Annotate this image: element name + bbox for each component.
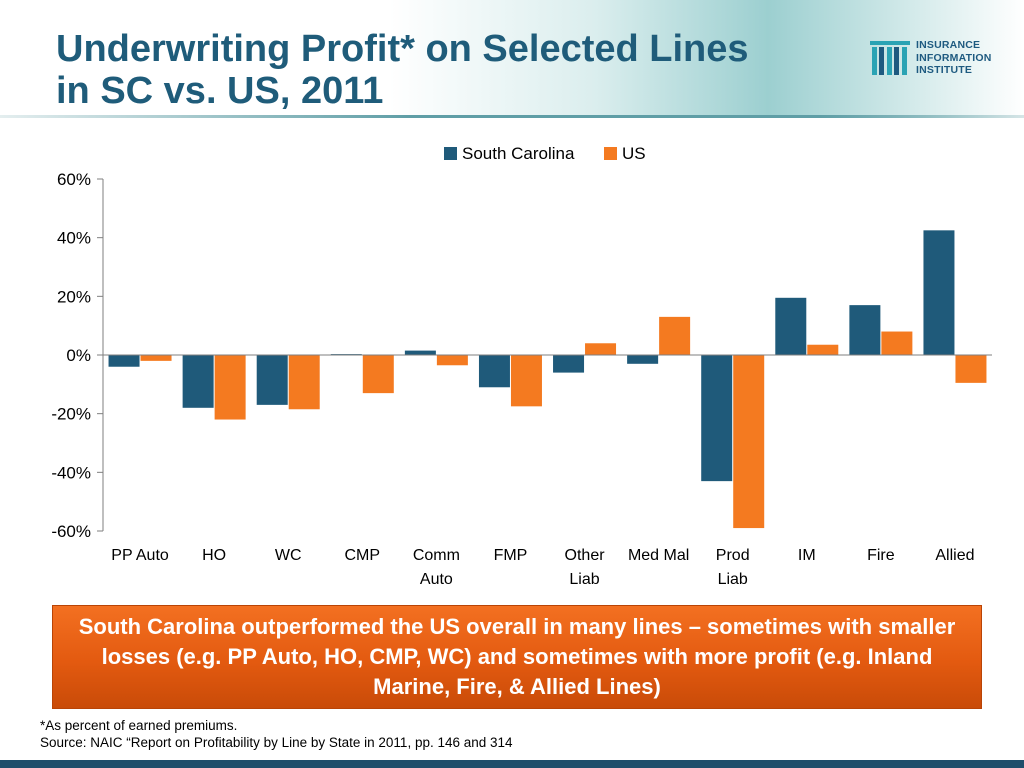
slide-title: Underwriting Profit* on Selected Lines i… bbox=[56, 28, 856, 112]
bar-us-ho bbox=[214, 355, 246, 420]
bar-south-carolina-fmp bbox=[478, 355, 510, 388]
bar-chart: 60% 40% 20% 0% -20% -40% -60% PP Auto HO WC CMP Com… bbox=[51, 144, 992, 588]
iii-logo-mark-icon bbox=[870, 41, 910, 75]
iii-logo: INSURANCE INFORMATION INSTITUTE bbox=[868, 37, 1018, 81]
x-tick-label: IM bbox=[798, 547, 816, 564]
y-tick-label: 20% bbox=[57, 287, 91, 306]
x-tick-label: FMP bbox=[494, 547, 528, 564]
callout-text: South Carolina outperformed the US overa… bbox=[78, 614, 956, 699]
x-tick-label: CMP bbox=[345, 547, 381, 564]
logo-line-1: INSURANCE bbox=[916, 39, 981, 51]
bar-us-allied bbox=[955, 355, 987, 383]
bar-us-cmp bbox=[362, 355, 394, 394]
bar-south-carolina-ho bbox=[182, 355, 214, 408]
footnote-source: Source: NAIC “Report on Profitability by… bbox=[40, 735, 513, 750]
bar-us-fire bbox=[881, 331, 913, 355]
bar-south-carolina-wc bbox=[256, 355, 288, 405]
x-tick-label: HO bbox=[202, 547, 226, 564]
title-line-2: in SC vs. US, 2011 bbox=[56, 70, 384, 112]
x-tick-label: Prod bbox=[716, 547, 750, 564]
x-tick-label: WC bbox=[275, 547, 302, 564]
bar-us-im bbox=[807, 344, 839, 355]
bar-south-carolina-pp-auto bbox=[108, 355, 140, 367]
logo-line-3: INSTITUTE bbox=[916, 64, 973, 76]
y-tick-label: 0% bbox=[66, 346, 91, 365]
header-divider bbox=[0, 115, 1024, 118]
legend-label-us: US bbox=[622, 144, 646, 163]
x-tick-label: PP Auto bbox=[111, 547, 169, 564]
bar-south-carolina-prod-liab bbox=[701, 355, 733, 482]
legend-label-south-carolina: South Carolina bbox=[462, 144, 575, 163]
x-tick-label: Liab bbox=[718, 571, 748, 588]
header-background bbox=[0, 0, 1024, 118]
bar-south-carolina-im bbox=[775, 297, 807, 355]
bar-south-carolina-allied bbox=[923, 230, 955, 355]
x-tick-label: Med Mal bbox=[628, 547, 689, 564]
bottom-bar bbox=[0, 760, 1024, 768]
bar-us-pp-auto bbox=[140, 355, 172, 361]
legend-swatch-us bbox=[604, 147, 617, 160]
y-tick-label: 60% bbox=[57, 170, 91, 189]
x-tick-label: Auto bbox=[420, 571, 453, 588]
y-tick-label: -40% bbox=[51, 463, 91, 482]
bar-us-other-liab bbox=[585, 343, 617, 355]
bar-south-carolina-comm-auto bbox=[404, 350, 436, 355]
x-tick-label: Comm bbox=[413, 547, 460, 564]
footnote: *As percent of earned premiums. Source: … bbox=[40, 717, 513, 751]
x-tick-label: Liab bbox=[569, 571, 599, 588]
bar-us-comm-auto bbox=[436, 355, 468, 366]
bar-south-carolina-med-mal bbox=[627, 355, 659, 364]
bar-us-prod-liab bbox=[733, 355, 765, 529]
bar-us-wc bbox=[288, 355, 320, 410]
title-line-1: Underwriting Profit* on Selected Lines bbox=[56, 28, 749, 70]
bar-south-carolina-fire bbox=[849, 305, 881, 355]
x-tick-label: Other bbox=[565, 547, 606, 564]
y-tick-label: -60% bbox=[51, 522, 91, 541]
x-tick-label: Allied bbox=[935, 547, 974, 564]
y-tick-label: -20% bbox=[51, 405, 91, 424]
logo-line-2: INFORMATION bbox=[916, 51, 992, 64]
legend-swatch-south-carolina bbox=[444, 147, 457, 160]
y-tick-label: 40% bbox=[57, 229, 91, 248]
x-tick-label: Fire bbox=[867, 547, 895, 564]
bar-us-med-mal bbox=[659, 316, 691, 355]
footnote-definition: *As percent of earned premiums. bbox=[40, 718, 238, 733]
callout-box: South Carolina outperformed the US overa… bbox=[52, 605, 982, 709]
iii-logo-text: INSURANCE INFORMATION INSTITUTE bbox=[916, 39, 992, 77]
bar-us-fmp bbox=[510, 355, 542, 407]
bar-south-carolina-other-liab bbox=[553, 355, 585, 373]
